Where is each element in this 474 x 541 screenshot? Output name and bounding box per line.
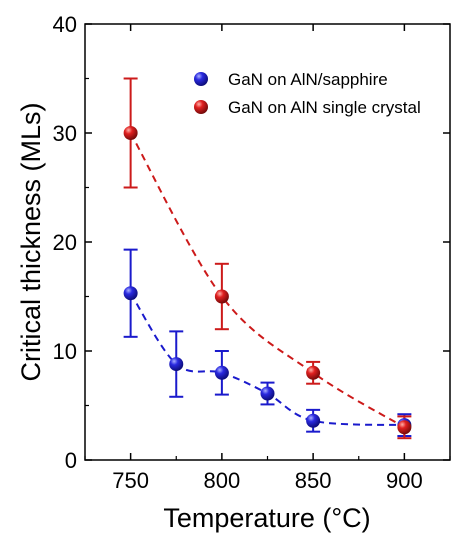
- axis-ticks: [84, 23, 451, 461]
- y-axis-label: Critical thickness (MLs): [16, 102, 46, 381]
- fit-line-series-0: [129, 292, 405, 427]
- x-tick-label: 800: [204, 468, 241, 493]
- y-tick-label: 20: [53, 230, 77, 255]
- y-tick-label: 0: [65, 448, 77, 473]
- legend-label-sapphire: GaN on AlN/sapphire: [228, 70, 388, 89]
- data-point-series-0: [306, 413, 321, 428]
- data-point-series-1: [397, 420, 412, 435]
- legend-label-single-crystal: GaN on AlN single crystal: [228, 98, 421, 117]
- y-tick-label: 30: [53, 121, 77, 146]
- y-tick-label: 10: [53, 339, 77, 364]
- x-tick-label: 850: [295, 468, 332, 493]
- data-point-series-0: [260, 386, 275, 401]
- data-points: [123, 126, 412, 435]
- data-point-series-0: [123, 286, 138, 301]
- error-bars: [123, 77, 412, 440]
- x-tick-label: 900: [386, 468, 423, 493]
- fit-line-series-1: [129, 132, 405, 429]
- legend: GaN on AlN/sapphire GaN on AlN single cr…: [194, 70, 421, 117]
- x-tick-label: 750: [112, 468, 149, 493]
- data-point-series-1: [306, 365, 321, 380]
- x-axis-label: Temperature (°C): [163, 503, 370, 533]
- y-axis-tick-labels: 0 10 20 30 40: [53, 12, 77, 473]
- data-point-series-1: [214, 289, 229, 304]
- data-point-series-0: [169, 357, 184, 372]
- data-point-series-1: [123, 126, 138, 140]
- data-point-series-0: [214, 365, 229, 380]
- x-axis-tick-labels: 750 800 850 900: [112, 468, 422, 493]
- fit-lines: [129, 132, 405, 429]
- y-tick-label: 40: [53, 12, 77, 37]
- legend-marker-single-crystal: [194, 100, 208, 114]
- legend-marker-sapphire: [194, 72, 208, 86]
